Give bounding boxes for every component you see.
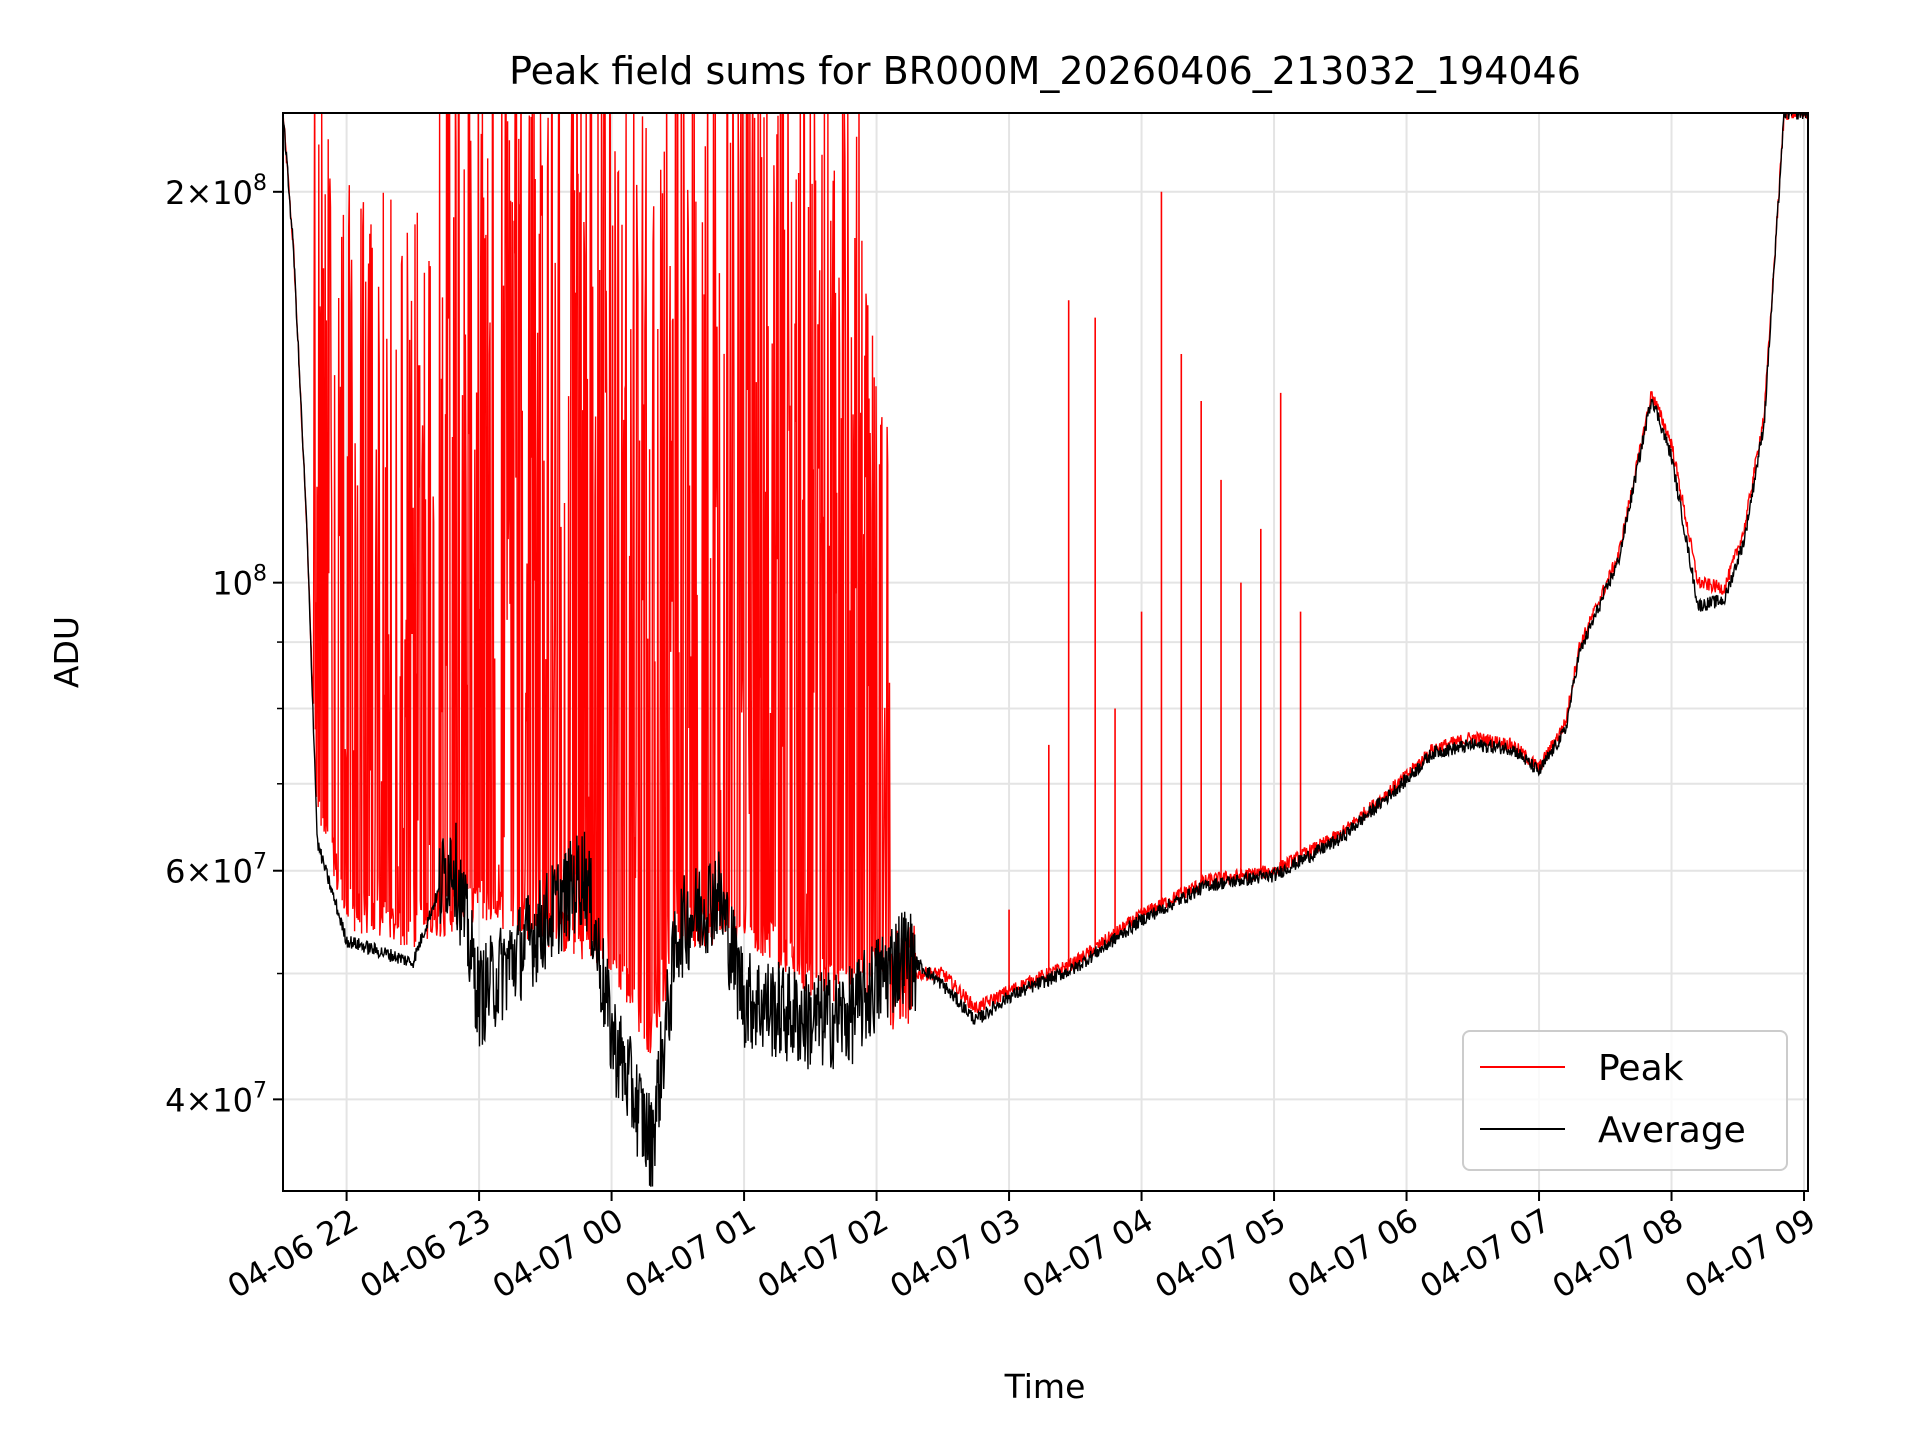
y-tick-times: × (185, 853, 212, 891)
x-axis-label: Time (1004, 1367, 1086, 1406)
chart-title: Peak field sums for BR000M_20260406_2130… (509, 49, 1581, 93)
y-tick-ten: 10 (212, 174, 253, 212)
series-layer (283, 113, 1808, 1187)
y-tick-ten: 10 (212, 1081, 253, 1119)
plot-frame (282, 112, 1809, 1192)
y-tick-label: 2×108 (165, 171, 267, 212)
legend-average-label: Average (1598, 1110, 1746, 1151)
series-line-peak (283, 113, 1808, 1054)
y-tick-base: 6 (165, 853, 185, 891)
y-tick-base: 4 (165, 1081, 185, 1119)
series-line-average (283, 113, 1808, 1187)
legend-box (1462, 1030, 1788, 1171)
y-tick-times: × (185, 174, 212, 212)
y-axis-label: ADU (47, 616, 86, 688)
y-tick-label: 6×107 (165, 850, 267, 891)
y-tick-exponent: 7 (253, 850, 267, 875)
legend-peak-label: Peak (1598, 1048, 1684, 1089)
y-tick-base: 2 (165, 174, 185, 212)
y-tick-ten: 10 (212, 853, 253, 891)
y-tick-exponent: 8 (253, 562, 267, 587)
legend: Peak Average (1462, 1030, 1788, 1171)
y-tick-exponent: 8 (253, 171, 267, 196)
y-tick-times: × (185, 1081, 212, 1119)
y-tick-label: 4×107 (165, 1078, 267, 1119)
y-tick-label: 108 (212, 562, 267, 603)
y-tick-exponent: 7 (253, 1078, 267, 1103)
y-tick-ten: 10 (212, 565, 253, 603)
